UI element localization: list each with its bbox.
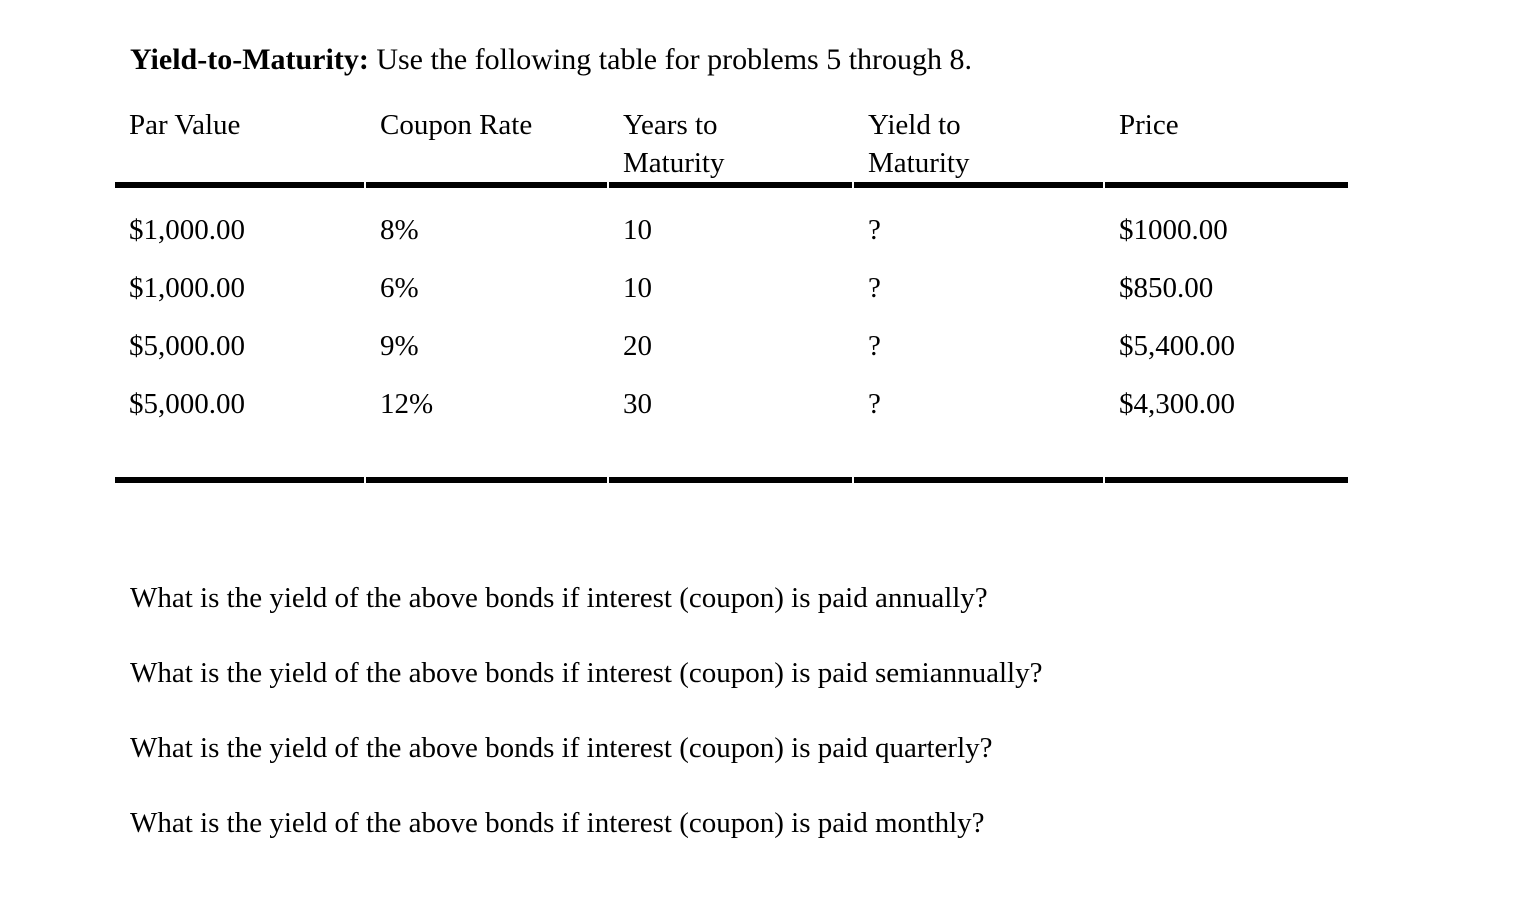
question-quarterly: What is the yield of the above bonds if … (130, 732, 993, 764)
question-annually: What is the yield of the above bonds if … (130, 582, 988, 614)
spacer-cell (366, 420, 607, 483)
title-rest-text: Use the following table for problems 5 t… (368, 43, 973, 76)
cell-yield-to-maturity: ? (868, 272, 881, 304)
cell-par-value: $5,000.00 (129, 330, 245, 362)
title-bold-text: Yield-to-Maturity: (130, 43, 369, 76)
cell-par-value: $1,000.00 (129, 214, 245, 246)
cell-par-value: $5,000.00 (129, 388, 245, 420)
column-header-price: Price (1105, 102, 1348, 188)
spacer-cell (1105, 420, 1348, 483)
cell-par-value: $1,000.00 (129, 272, 245, 304)
header-row: Par Value Coupon Rate Years to Maturity … (115, 102, 1348, 188)
cell-years-to-maturity: 20 (623, 330, 652, 362)
cell-years-to-maturity: 10 (623, 272, 652, 304)
cell-price: $850.00 (1119, 272, 1214, 304)
questions-section: What is the yield of the above bonds if … (130, 578, 1430, 878)
cell-yield-to-maturity: ? (868, 214, 881, 246)
cell-coupon-rate: 6% (380, 272, 419, 304)
spacer-cell (609, 420, 852, 483)
table-row: $5,000.00 9% 20 ? $5,400.00 (115, 304, 1348, 362)
column-header-coupon-rate: Coupon Rate (366, 102, 607, 188)
spacer-cell (854, 420, 1103, 483)
header-line: Maturity (623, 147, 725, 179)
page-title: Yield-to-Maturity: Use the following tab… (130, 40, 972, 80)
question-semiannually: What is the yield of the above bonds if … (130, 657, 1043, 689)
cell-coupon-rate: 9% (380, 330, 419, 362)
table-row: $5,000.00 12% 30 ? $4,300.00 (115, 362, 1348, 420)
cell-coupon-rate: 12% (380, 388, 434, 420)
table-body: $1,000.00 8% 10 ? $1000.00 $1,000.00 6% … (115, 188, 1348, 483)
header-line: Years to (623, 109, 718, 141)
table-header: Par Value Coupon Rate Years to Maturity … (115, 102, 1348, 188)
cell-price: $1000.00 (1119, 214, 1228, 246)
cell-yield-to-maturity: ? (868, 388, 881, 420)
table-row: $1,000.00 8% 10 ? $1000.00 (115, 188, 1348, 246)
question-monthly: What is the yield of the above bonds if … (130, 807, 985, 839)
table-bottom-rule-row (115, 420, 1348, 483)
ytm-table: Par Value Coupon Rate Years to Maturity … (113, 102, 1350, 483)
table-row: $1,000.00 6% 10 ? $850.00 (115, 246, 1348, 304)
cell-years-to-maturity: 30 (623, 388, 652, 420)
header-line: Coupon Rate (380, 109, 533, 141)
header-line: Yield to (868, 109, 961, 141)
column-header-years-to-maturity: Years to Maturity (609, 102, 852, 188)
header-line: Par Value (129, 109, 241, 141)
spacer-cell (115, 420, 364, 483)
cell-yield-to-maturity: ? (868, 330, 881, 362)
column-header-yield-to-maturity: Yield to Maturity (854, 102, 1103, 188)
header-line: Maturity (868, 147, 970, 179)
cell-years-to-maturity: 10 (623, 214, 652, 246)
column-header-par-value: Par Value (115, 102, 364, 188)
header-line: Price (1119, 109, 1179, 141)
cell-price: $5,400.00 (1119, 330, 1235, 362)
cell-price: $4,300.00 (1119, 388, 1235, 420)
cell-coupon-rate: 8% (380, 214, 419, 246)
